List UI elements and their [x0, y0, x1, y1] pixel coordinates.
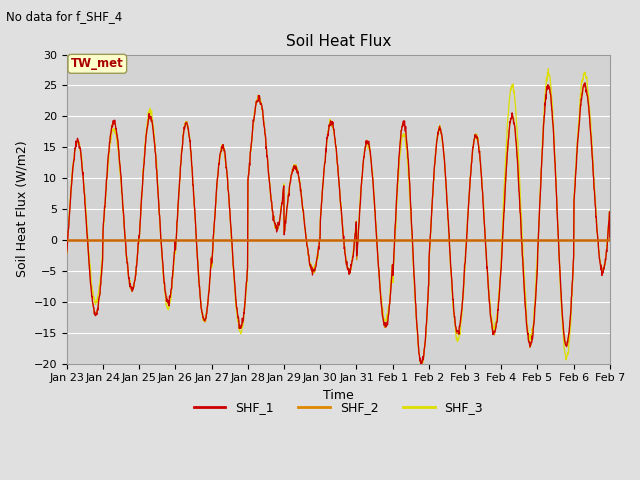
Y-axis label: Soil Heat Flux (W/m2): Soil Heat Flux (W/m2)	[15, 141, 28, 277]
Legend: SHF_1, SHF_2, SHF_3: SHF_1, SHF_2, SHF_3	[189, 396, 488, 420]
Title: Soil Heat Flux: Soil Heat Flux	[285, 34, 391, 49]
Text: No data for f_SHF_4: No data for f_SHF_4	[6, 10, 123, 23]
Text: TW_met: TW_met	[71, 57, 124, 70]
X-axis label: Time: Time	[323, 389, 354, 402]
